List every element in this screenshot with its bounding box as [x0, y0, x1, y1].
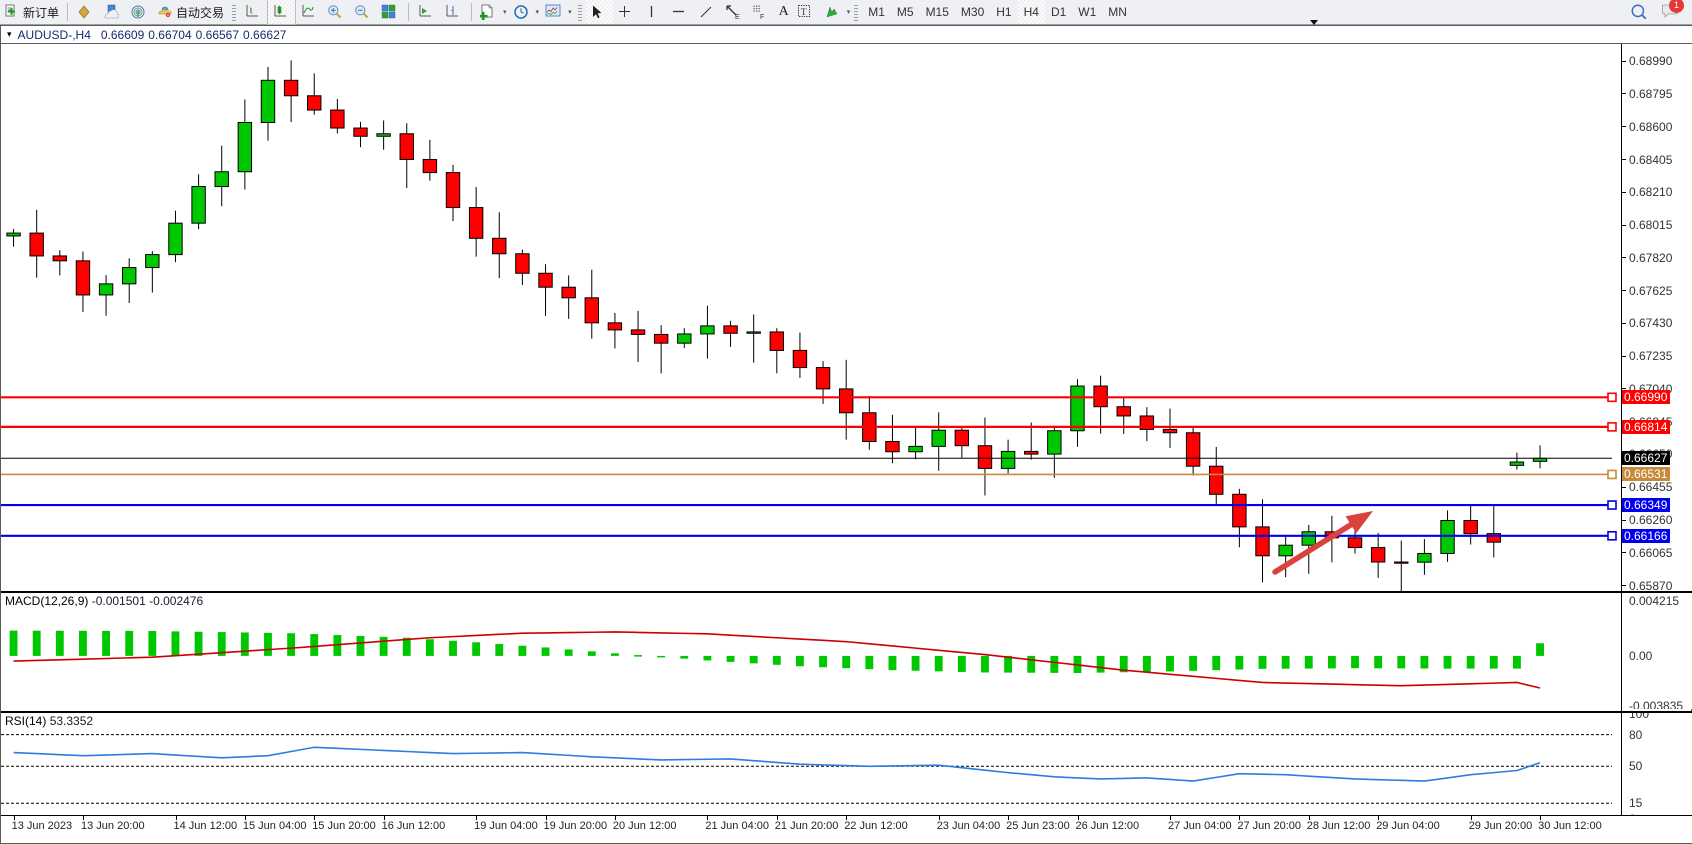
svg-text:E: E	[735, 14, 740, 20]
svg-text:T: T	[800, 8, 806, 18]
svg-text:F: F	[760, 14, 764, 20]
